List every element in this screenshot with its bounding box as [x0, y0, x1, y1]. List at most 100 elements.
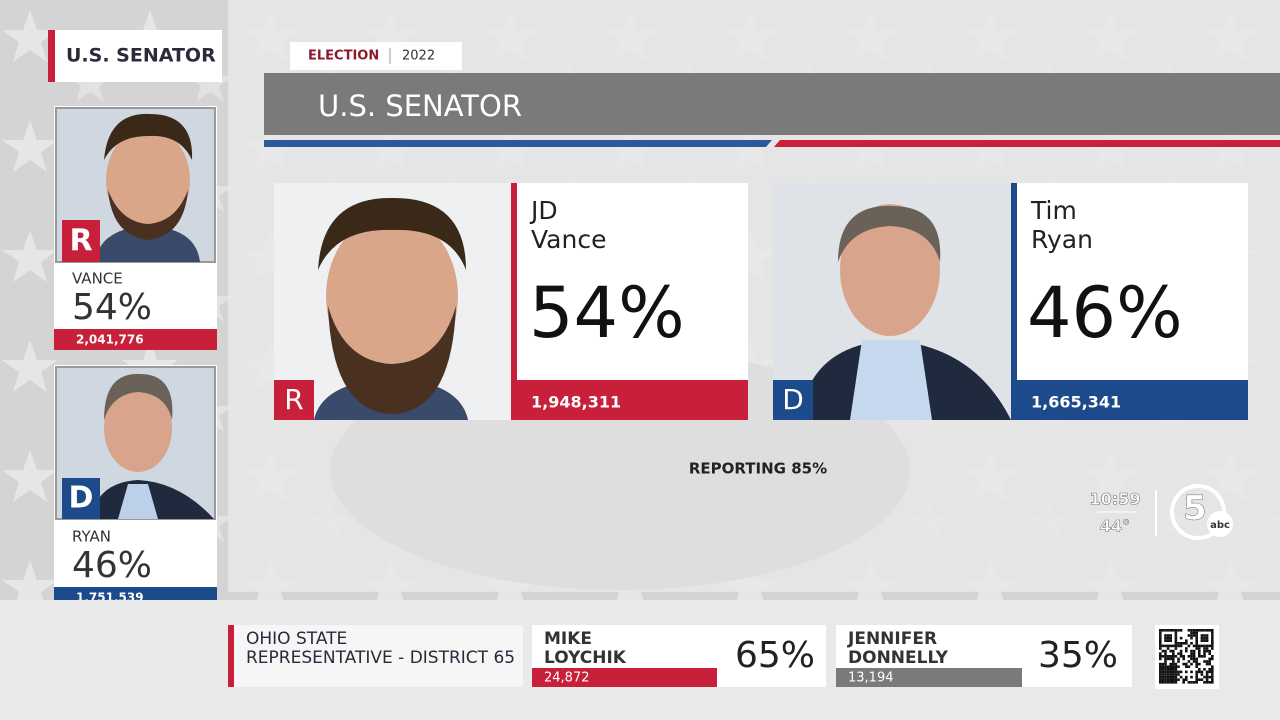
qr-module: [1169, 673, 1172, 676]
qr-module: [1195, 631, 1198, 635]
qr-module: [1198, 655, 1201, 658]
first-name: JENNIFER: [847, 629, 937, 649]
qr-module: [1195, 665, 1198, 668]
qr-module: [1208, 668, 1211, 671]
qr-module: [1190, 681, 1193, 684]
qr-module: [1182, 655, 1185, 658]
qr-module: [1177, 673, 1180, 676]
qr-module: [1187, 629, 1191, 632]
qr-module: [1195, 634, 1198, 637]
photo-hair: [104, 373, 173, 420]
stripe-red: [774, 140, 1280, 147]
qr-module: [1159, 681, 1162, 684]
qr-module: [1174, 636, 1178, 640]
first-name: Tim: [1030, 196, 1077, 225]
qr-module: [1205, 644, 1209, 648]
qr-module: [1203, 636, 1206, 640]
qr-module: [1169, 675, 1172, 679]
qr-module: [1211, 634, 1214, 637]
qr-module: [1211, 678, 1214, 681]
qr-module: [1164, 668, 1167, 671]
qr-module: [1190, 636, 1193, 640]
qr-module: [1200, 636, 1204, 640]
first-name: JD: [529, 196, 558, 225]
candidate-percent: 35%: [1038, 635, 1118, 676]
qr-module: [1169, 649, 1172, 653]
qr-module: [1164, 660, 1167, 663]
qr-module: [1190, 629, 1193, 632]
qr-module: [1172, 657, 1175, 661]
qr-module: [1200, 634, 1204, 637]
qr-module: [1179, 642, 1183, 645]
qr-module: [1169, 634, 1172, 637]
temperature: 44°: [1100, 517, 1130, 536]
qr-module: [1159, 655, 1162, 658]
qr-module: [1161, 670, 1165, 674]
qr-module: [1164, 681, 1167, 684]
photo-beard: [108, 190, 188, 240]
qr-module: [1211, 681, 1214, 684]
qr-module: [1205, 629, 1209, 632]
qr-module: [1177, 629, 1180, 632]
qr-module: [1211, 668, 1214, 671]
qr-module: [1203, 634, 1206, 637]
party-letter: D: [69, 481, 94, 516]
qr-module: [1177, 644, 1180, 648]
qr-module: [1200, 644, 1204, 648]
qr-module: [1169, 670, 1172, 674]
qr-module: [1211, 636, 1214, 640]
qr-module: [1185, 665, 1188, 668]
qr-module: [1190, 634, 1193, 637]
qr-module: [1203, 644, 1206, 648]
party-badge: [62, 478, 100, 519]
qr-module: [1195, 678, 1198, 681]
party-letter: R: [284, 383, 303, 416]
qr-module: [1205, 670, 1209, 674]
qr-module: [1195, 660, 1198, 663]
qr-module: [1164, 629, 1167, 632]
qr-module: [1169, 678, 1172, 681]
logo-network-circle: [1207, 511, 1233, 537]
qr-module: [1164, 639, 1167, 642]
qr-module: [1195, 681, 1198, 684]
qr-module: [1174, 639, 1178, 642]
qr-module: [1159, 657, 1162, 661]
qr-module: [1174, 642, 1178, 645]
qr-module: [1159, 629, 1162, 632]
qr-module: [1164, 665, 1167, 668]
qr-module: [1174, 647, 1178, 650]
info-accent: [1011, 183, 1017, 420]
qr-module: [1192, 644, 1196, 648]
candidate-percent: 54%: [72, 287, 152, 328]
election-label: ELECTION: [308, 49, 379, 64]
qr-module: [1179, 644, 1183, 648]
qr-module: [1192, 681, 1196, 684]
qr-module: [1164, 634, 1167, 637]
qr-module: [1166, 670, 1170, 674]
qr-module: [1203, 639, 1206, 642]
qr-module: [1185, 639, 1188, 642]
qr-module: [1187, 665, 1191, 668]
qr-module: [1172, 662, 1175, 666]
qr-module: [1161, 678, 1165, 681]
qr-module: [1187, 634, 1191, 637]
qr-module: [1195, 670, 1198, 674]
qr-module: [1159, 639, 1162, 642]
qr-module: [1172, 665, 1175, 668]
qr-module: [1208, 662, 1211, 666]
qr-module: [1179, 629, 1183, 632]
qr-module: [1208, 675, 1211, 679]
qr-module: [1190, 631, 1193, 635]
qr-module: [1172, 652, 1175, 655]
qr-module: [1211, 657, 1214, 661]
qr-module: [1185, 642, 1188, 645]
qr-module: [1198, 662, 1201, 666]
candidate-votes: 1,665,341: [1031, 393, 1121, 412]
qr-module: [1192, 652, 1196, 655]
qr-module: [1172, 668, 1175, 671]
qr-module: [1182, 681, 1185, 684]
qr-module: [1172, 673, 1175, 676]
qr-module: [1161, 673, 1165, 676]
last-name: DONNELLY: [848, 648, 949, 668]
